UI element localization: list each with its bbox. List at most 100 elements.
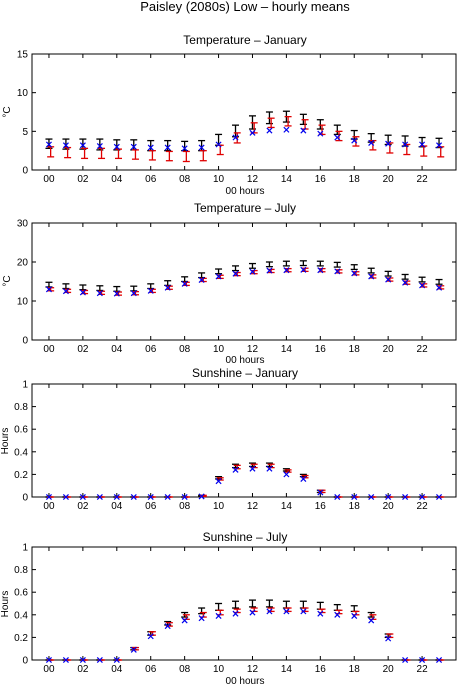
x-marker xyxy=(266,267,273,274)
x-marker-stroke xyxy=(198,493,205,500)
x-marker xyxy=(351,493,358,501)
x-marker xyxy=(368,273,375,280)
y-tick-label: 30 xyxy=(17,219,29,230)
error-bar xyxy=(233,132,241,144)
x-marker-stroke xyxy=(300,127,307,134)
x-tick-label: 00 xyxy=(43,174,55,185)
x-marker xyxy=(334,611,341,618)
y-tick-label: 1 xyxy=(22,543,28,554)
x-marker-stroke xyxy=(436,142,443,149)
x-tick-label: 04 xyxy=(111,174,123,185)
y-tick-label: 0.6 xyxy=(14,425,28,436)
x-marker xyxy=(419,282,426,289)
error-bar xyxy=(232,600,240,609)
x-tick-label: 12 xyxy=(247,174,259,185)
error-bar xyxy=(284,115,292,127)
y-axis-label: Hours xyxy=(0,428,11,455)
error-bar xyxy=(367,267,375,274)
x-marker xyxy=(283,608,290,615)
x-tick-label: 22 xyxy=(417,344,429,355)
x-marker xyxy=(300,127,307,134)
x-marker-stroke xyxy=(181,280,188,287)
x-marker xyxy=(181,145,188,152)
x-marker-stroke xyxy=(215,141,222,148)
x-marker xyxy=(266,465,273,472)
x-marker xyxy=(351,270,358,277)
x-tick-label: 16 xyxy=(315,664,327,675)
x-tick-label: 14 xyxy=(281,344,293,355)
x-marker-stroke xyxy=(215,478,222,485)
x-marker-stroke xyxy=(96,290,103,297)
x-marker-stroke xyxy=(317,267,324,274)
x-marker-stroke xyxy=(181,617,188,624)
x-marker xyxy=(266,127,273,134)
x-marker xyxy=(351,137,358,144)
error-bar xyxy=(182,150,190,163)
x-marker-stroke xyxy=(62,288,69,295)
x-marker-stroke xyxy=(79,142,86,149)
x-marker xyxy=(79,493,86,501)
axes-frame xyxy=(31,222,457,341)
x-tick-label: 10 xyxy=(213,501,225,512)
x-marker xyxy=(147,633,154,640)
x-marker xyxy=(249,268,256,275)
x-tick-label: 06 xyxy=(145,501,157,512)
x-marker xyxy=(317,130,324,137)
x-tick-label: 02 xyxy=(77,344,89,355)
x-tick-label: 16 xyxy=(315,174,327,185)
panel-title: Sunshine – January xyxy=(192,366,298,380)
x-marker xyxy=(283,471,290,478)
x-marker xyxy=(317,267,324,274)
y-tick-label: 1 xyxy=(22,380,28,391)
x-marker-stroke xyxy=(283,608,290,615)
x-marker-stroke xyxy=(317,489,324,496)
x-marker xyxy=(215,141,222,148)
x-tick-label: 02 xyxy=(77,501,89,512)
x-marker-stroke xyxy=(164,493,171,501)
x-marker-stroke xyxy=(147,144,154,151)
error-bar xyxy=(232,265,240,272)
x-marker-stroke xyxy=(232,270,239,277)
x-marker xyxy=(113,493,120,501)
x-marker xyxy=(334,268,341,275)
x-marker xyxy=(334,493,341,501)
x-marker-stroke xyxy=(113,290,120,297)
x-marker-stroke xyxy=(181,493,188,501)
x-marker xyxy=(45,286,52,293)
x-marker xyxy=(368,493,375,501)
x-marker-stroke xyxy=(385,140,392,147)
x-marker-stroke xyxy=(351,493,358,501)
x-marker xyxy=(419,656,426,664)
x-marker-stroke xyxy=(164,144,171,151)
y-tick-label: 0.4 xyxy=(14,447,28,458)
x-marker xyxy=(232,610,239,617)
x-marker xyxy=(215,273,222,280)
axes-frame xyxy=(31,53,457,171)
x-marker xyxy=(215,612,222,619)
plot-layer: 0 0.2 0.4 0.6 0.8 1 00 02 04 06 08 10 12 14 16 18 20 22 xyxy=(14,380,456,512)
x-tick-label: 12 xyxy=(247,664,259,675)
y-tick-label: 15 xyxy=(17,50,29,61)
x-marker xyxy=(368,139,375,146)
x-marker xyxy=(79,656,86,664)
panel-title: Temperature – January xyxy=(183,33,306,47)
x-marker-stroke xyxy=(368,617,375,624)
panel-sunshine-january: Sunshine – January Hours 00.20.40.60.810… xyxy=(0,366,457,512)
x-marker-stroke xyxy=(266,608,273,615)
x-marker xyxy=(113,143,120,150)
x-tick-label: 14 xyxy=(281,664,293,675)
error-bar xyxy=(435,278,443,285)
y-axis-label: °C xyxy=(2,275,13,286)
error-bar xyxy=(248,262,256,269)
panel-title: Sunshine – July xyxy=(203,530,288,544)
x-tick-label: 06 xyxy=(145,174,157,185)
x-marker xyxy=(198,493,205,500)
x-marker-stroke xyxy=(351,612,358,619)
x-marker-stroke xyxy=(130,143,137,150)
x-marker-stroke xyxy=(113,143,120,150)
x-marker xyxy=(385,140,392,147)
x-marker xyxy=(181,493,188,501)
x-marker-stroke xyxy=(402,656,409,664)
x-marker xyxy=(45,141,52,148)
